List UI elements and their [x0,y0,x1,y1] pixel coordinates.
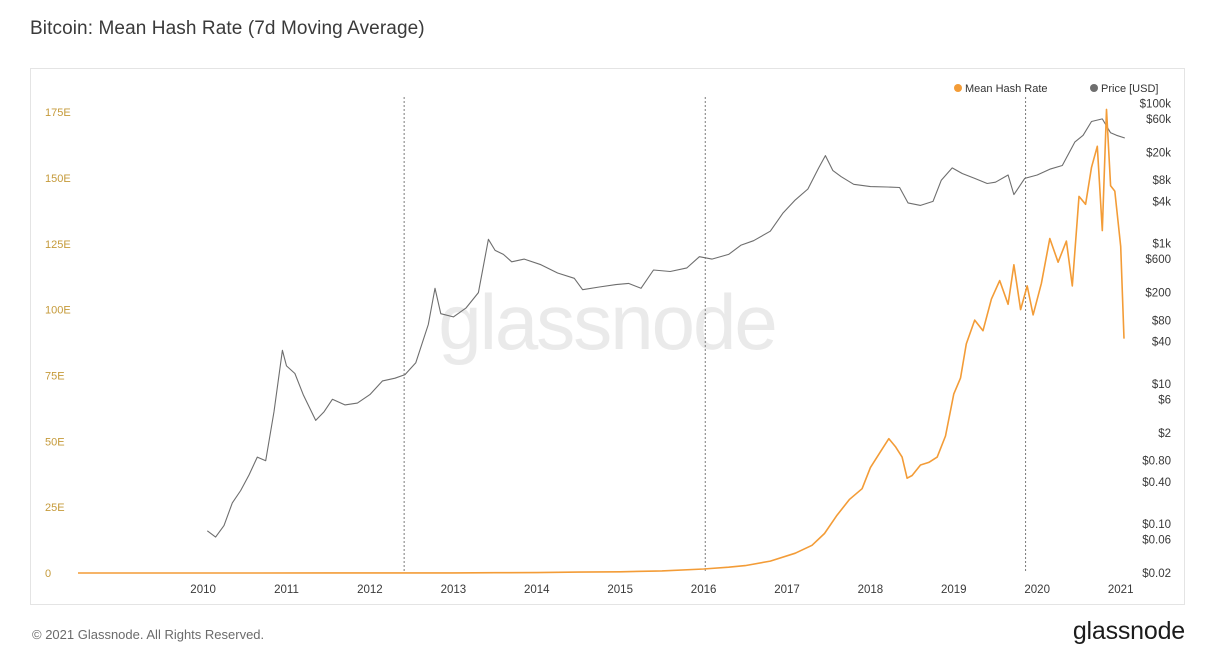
x-axis-tick-2013: 2013 [441,584,467,596]
right-axis-tick-3: $0.40 [1142,477,1171,489]
left-axis-tick-3: 75E [45,371,65,383]
x-axis-tick-2016: 2016 [691,584,717,596]
right-axis-tick-1: $0.06 [1142,535,1171,547]
x-axis-tick-2015: 2015 [607,584,633,596]
right-axis-tick-13: $4k [1152,196,1171,208]
right-axis-tick-15: $20k [1146,147,1171,159]
x-axis-tick-2017: 2017 [774,584,800,596]
copyright-text: © 2021 Glassnode. All Rights Reserved. [32,627,265,642]
left-axis-tick-6: 150E [45,173,71,185]
legend-marker-price [1090,84,1098,92]
left-axis-tick-0: 0 [45,568,51,580]
legend-marker-hash-rate [954,84,962,92]
hash-rate-line [78,108,1125,574]
x-axis-tick-2020: 2020 [1024,584,1050,596]
left-axis-tick-4: 100E [45,305,71,317]
x-axis-tick-2010: 2010 [190,584,216,596]
right-axis-tick-14: $8k [1152,175,1171,187]
right-axis-tick-8: $40 [1152,337,1171,349]
right-axis-tick-10: $200 [1145,288,1171,300]
chart-area: glassnode 0 25E 50E 75E 100E 125E 150E 175E $0.… [30,68,1185,605]
x-axis-tick-2014: 2014 [524,584,550,596]
right-axis-tick-6: $6 [1158,394,1171,406]
left-axis-tick-1: 25E [45,502,65,514]
watermark: glassnode [438,278,776,366]
right-axis-tick-12: $1k [1152,239,1171,251]
chart-title: Bitcoin: Mean Hash Rate (7d Moving Avera… [30,18,425,39]
right-axis-tick-4: $0.80 [1142,456,1171,468]
glassnode-logo[interactable]: glassnode [1072,617,1185,645]
x-axis-tick-2021: 2021 [1108,584,1134,596]
right-axis-tick-0: $0.02 [1142,568,1171,580]
right-axis-tick-16: $60k [1146,114,1171,126]
right-axis-tick-2: $0.10 [1142,519,1171,531]
x-axis-tick-2011: 2011 [274,584,299,596]
left-axis-tick-5: 125E [45,239,71,251]
left-axis-tick-7: 175E [45,107,71,119]
legend: Mean Hash Rate Price [USD] [954,83,1158,95]
left-axis-tick-2: 50E [45,436,65,448]
x-axis-tick-2019: 2019 [941,584,967,596]
right-axis-tick-9: $80 [1152,316,1171,328]
x-axis-tick-2012: 2012 [357,584,383,596]
right-axis-tick-17: $100k [1140,98,1172,110]
right-axis-tick-7: $10 [1152,379,1171,391]
legend-label-hash-rate[interactable]: Mean Hash Rate [965,83,1048,95]
right-axis-tick-11: $600 [1145,254,1171,266]
chart-svg: glassnode 0 25E 50E 75E 100E 125E 150E 175E $0.… [45,83,1172,596]
price-line [206,118,1125,538]
x-axis-tick-2018: 2018 [858,584,884,596]
right-axis-tick-5: $2 [1158,428,1171,440]
legend-label-price[interactable]: Price [USD] [1101,83,1158,95]
